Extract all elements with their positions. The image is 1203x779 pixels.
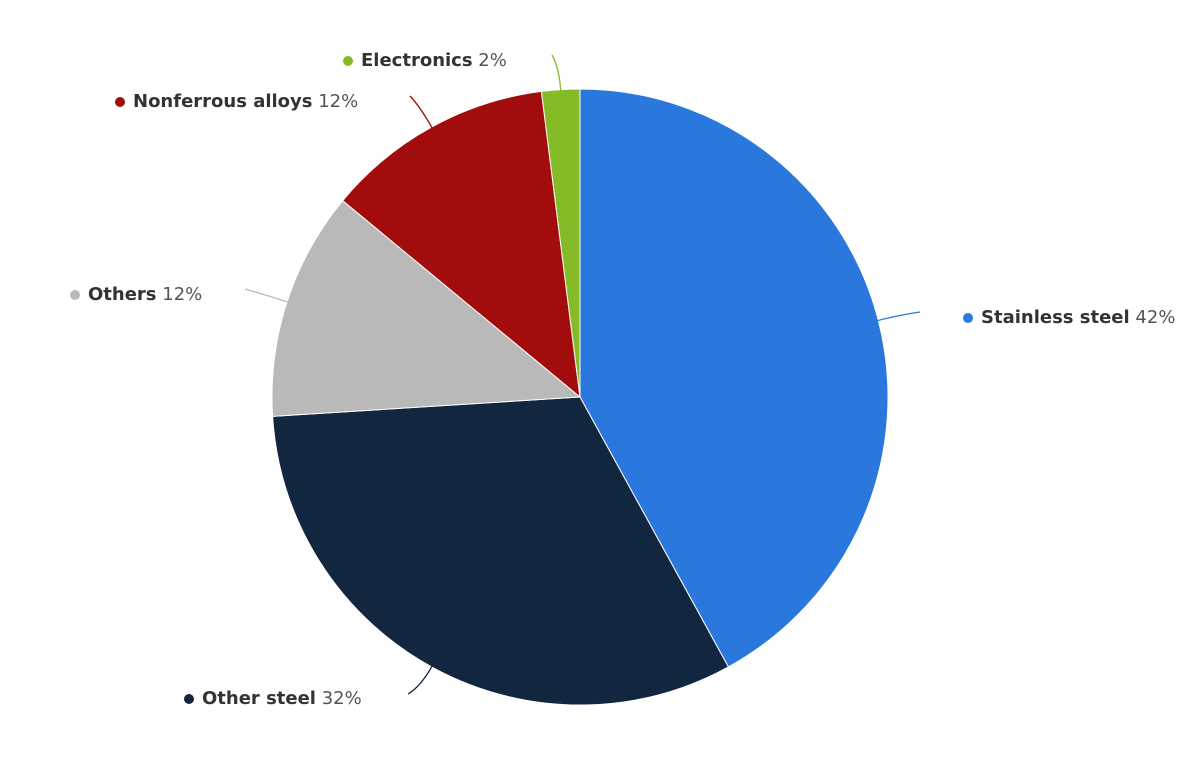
legend-dot <box>963 313 973 323</box>
connector <box>244 288 290 304</box>
legend-dot <box>70 290 80 300</box>
label-name: Others <box>88 284 157 305</box>
data-label: Others 12% <box>88 284 202 305</box>
data-label: Stainless steel 42% <box>981 307 1175 328</box>
label-name: Electronics <box>361 50 473 71</box>
connector <box>407 664 434 695</box>
label-value: 2% <box>478 50 507 71</box>
legend-dot <box>343 56 353 66</box>
label-value: 12% <box>318 91 358 112</box>
data-label: Electronics 2% <box>361 50 507 71</box>
label-value: 32% <box>322 688 362 709</box>
label-name: Other steel <box>202 688 316 709</box>
connector <box>876 311 921 322</box>
connector <box>551 54 562 92</box>
legend-dot <box>115 97 125 107</box>
label-value: 42% <box>1135 307 1175 328</box>
data-label: Nonferrous alloys 12% <box>133 91 358 112</box>
connector <box>409 95 434 130</box>
data-label: Other steel 32% <box>202 688 362 709</box>
label-name: Nonferrous alloys <box>133 91 313 112</box>
label-name: Stainless steel <box>981 307 1130 328</box>
legend-dot <box>184 694 194 704</box>
label-value: 12% <box>162 284 202 305</box>
